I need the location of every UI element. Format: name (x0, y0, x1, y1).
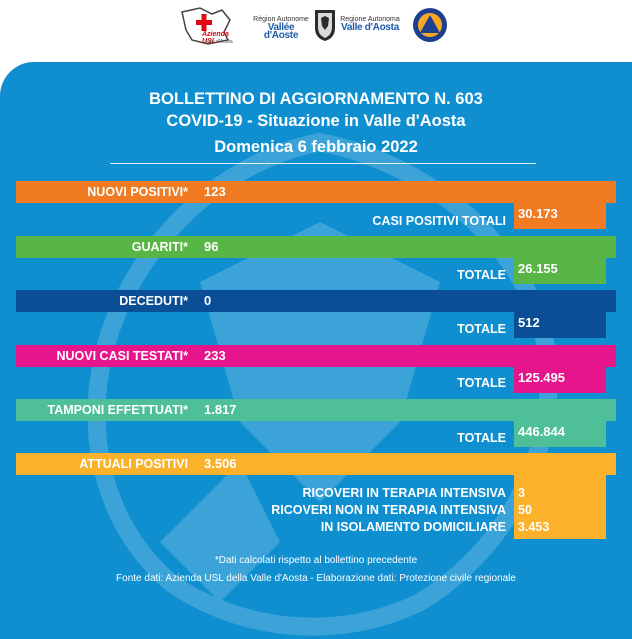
total-value-casi-positivi: 30.173 (518, 206, 558, 221)
total-box-deceduti (514, 308, 606, 338)
region-logo-fr: Région Autonome Vallée d'Aoste (253, 16, 309, 41)
usl-logo-sub: Valle d'Aosta (204, 39, 233, 45)
label-guariti: GUARITI* (131, 240, 188, 254)
total-value-deceduti: 512 (518, 315, 540, 330)
title-divider (110, 163, 536, 164)
value-attuali-positivi: 3.506 (204, 456, 237, 471)
value-deceduti: 0 (204, 293, 212, 308)
total-box-casi-positivi (514, 199, 606, 229)
bar-tamponi-effettuati (16, 399, 616, 421)
total-label-casi-positivi: CASI POSITIVI TOTALI (372, 214, 506, 228)
value-isolamento-domiciliare: 3.453 (518, 520, 550, 534)
total-label-casi-testati: TOTALE (457, 376, 506, 390)
region-crest-icon (315, 10, 335, 41)
attuali-detail-box (514, 467, 606, 539)
total-box-tamponi (514, 417, 606, 447)
bulletin-date: Domenica 6 febbraio 2022 (214, 138, 418, 156)
data-source: Fonte dati: Azienda USL della Valle d'Ao… (116, 573, 516, 584)
bulletin-subtitle: COVID-19 - Situazione in Valle d'Aosta (166, 112, 466, 130)
bulletin-title: BOLLETTINO DI AGGIORNAMENTO N. 603 (149, 90, 483, 108)
value-nuovi-casi-testati: 233 (204, 348, 226, 363)
bar-nuovi-casi-testati (16, 345, 616, 367)
total-value-guariti: 26.155 (518, 261, 558, 276)
total-value-casi-testati: 125.495 (518, 370, 565, 385)
label-nuovi-casi-testati: NUOVI CASI TESTATI* (56, 349, 189, 363)
usl-logo-text: Azienda USL (202, 31, 229, 45)
bar-attuali-positivi (16, 453, 616, 475)
value-guariti: 96 (204, 239, 219, 254)
civil-protection-logo-icon (413, 8, 447, 42)
label-deceduti: DECEDUTI* (119, 294, 188, 308)
value-non-terapia-intensiva: 50 (518, 503, 532, 517)
label-nuovi-positivi: NUOVI POSITIVI* (87, 185, 188, 199)
label-attuali-positivi: ATTUALI POSITIVI (79, 457, 188, 471)
value-nuovi-positivi: 123 (204, 184, 226, 199)
total-label-tamponi: TOTALE (457, 431, 506, 445)
bar-guariti (16, 236, 616, 258)
label-non-terapia-intensiva: RICOVERI NON IN TERAPIA INTENSIVA (271, 503, 506, 517)
total-value-tamponi: 446.844 (518, 424, 565, 439)
total-box-casi-testati (514, 363, 606, 393)
value-tamponi-effettuati: 1.817 (204, 402, 237, 417)
bar-nuovi-positivi (16, 181, 616, 203)
total-label-deceduti: TOTALE (457, 322, 506, 336)
value-terapia-intensiva: 3 (518, 486, 525, 500)
label-isolamento-domiciliare: IN ISOLAMENTO DOMICILIARE (320, 520, 506, 534)
header: Azienda USL Valle d'Aosta Région Autonom… (0, 0, 632, 62)
footnote: *Dati calcolati rispetto al bollettino p… (214, 555, 418, 566)
label-terapia-intensiva: RICOVERI IN TERAPIA INTENSIVA (302, 486, 507, 500)
usl-logo: Azienda USL Valle d'Aosta (178, 6, 244, 46)
total-label-guariti: TOTALE (457, 268, 506, 282)
total-box-guariti (514, 254, 606, 284)
bar-deceduti (16, 290, 616, 312)
label-tamponi-effettuati: TAMPONI EFFETTUATI* (47, 403, 189, 417)
region-logo-it: Regione Autonoma Valle d'Aosta (340, 16, 400, 33)
